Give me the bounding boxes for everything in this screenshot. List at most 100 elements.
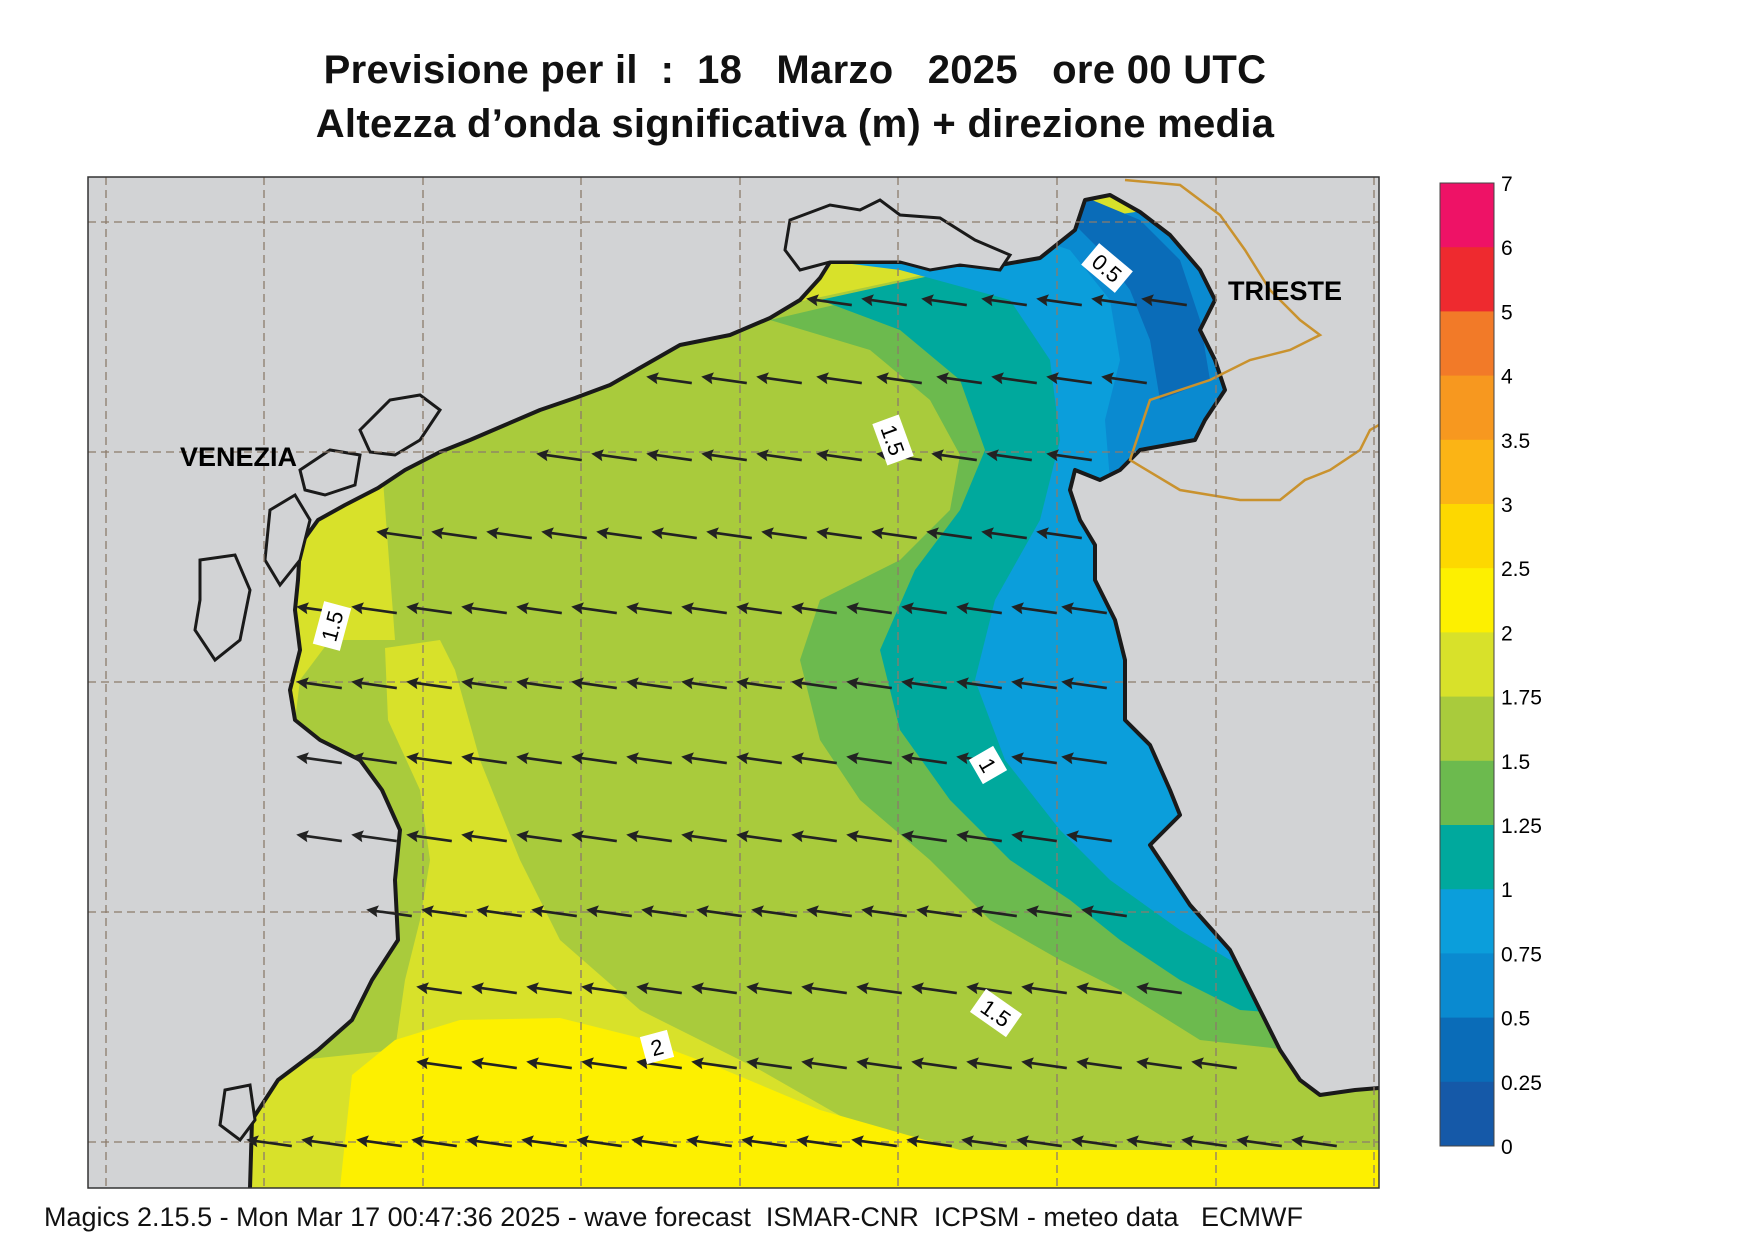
wave-arrow	[1061, 677, 1107, 690]
wave-arrow	[581, 1057, 627, 1070]
wave-arrow	[1011, 677, 1057, 690]
legend-swatch	[1440, 1081, 1494, 1147]
wave-arrow	[791, 677, 837, 690]
wave-arrow	[246, 1135, 292, 1148]
legend-level-label: 3	[1501, 494, 1513, 517]
wave-arrow	[921, 294, 967, 307]
wave-arrow	[406, 602, 452, 615]
wave-arrow	[1036, 294, 1082, 307]
wave-arrow	[411, 1135, 457, 1148]
legend-level-label: 0.5	[1501, 1008, 1530, 1031]
wave-arrow	[406, 752, 452, 765]
legend-level-label: 1.75	[1501, 687, 1542, 710]
wave-arrow	[626, 752, 672, 765]
legend-frame	[1439, 182, 1495, 1147]
wave-arrow	[901, 830, 947, 843]
wave-arrow	[746, 1057, 792, 1070]
wave-arrow	[701, 372, 747, 385]
wave-arrow	[1091, 294, 1137, 307]
band-0.25-0.5	[1075, 195, 1210, 400]
wave-arrow	[1076, 982, 1122, 995]
wave-arrow	[796, 1135, 842, 1148]
wave-arrow	[576, 1135, 622, 1148]
legend-swatch	[1440, 889, 1494, 954]
wave-arrow	[696, 905, 742, 918]
wave-arrow	[816, 372, 862, 385]
legend-level-label: 7	[1501, 173, 1513, 196]
wave-arrow	[571, 752, 617, 765]
wave-arrow	[651, 527, 697, 540]
wave-arrow	[936, 372, 982, 385]
legend-level-label: 6	[1501, 237, 1513, 260]
wave-arrow	[351, 602, 397, 615]
wave-arrow	[846, 602, 892, 615]
wave-arrow	[431, 527, 477, 540]
band-2-2.5	[340, 1018, 1379, 1188]
wave-arrow	[521, 1135, 567, 1148]
wave-arrow	[1071, 1135, 1117, 1148]
wave-arrow	[706, 527, 752, 540]
wave-arrow	[591, 449, 637, 462]
legend-level-label: 4	[1501, 366, 1513, 389]
wave-arrow	[791, 830, 837, 843]
wave-arrow	[646, 449, 692, 462]
wave-arrow	[641, 905, 687, 918]
wave-arrow	[1066, 830, 1112, 843]
wave-arrow	[351, 830, 397, 843]
wave-arrow	[1011, 752, 1057, 765]
wave-arrow	[926, 527, 972, 540]
wave-arrow	[911, 982, 957, 995]
wave-arrow	[516, 677, 562, 690]
wave-arrow	[406, 677, 452, 690]
legend-swatch	[1440, 568, 1494, 633]
wave-arrow	[416, 982, 462, 995]
legend-level-label: 0.75	[1501, 943, 1542, 966]
wave-arrow	[1011, 602, 1057, 615]
wave-arrow	[571, 602, 617, 615]
wave-arrow	[906, 1135, 952, 1148]
legend-swatch	[1440, 696, 1494, 762]
wave-arrow	[916, 905, 962, 918]
wave-arrow	[801, 982, 847, 995]
wave-arrow	[791, 602, 837, 615]
wave-arrow	[1081, 905, 1127, 918]
wave-arrow	[991, 372, 1037, 385]
contour-label-1: 1	[968, 745, 1008, 785]
wave-arrow	[931, 449, 977, 462]
wave-arrow	[296, 677, 342, 690]
wave-arrow	[956, 677, 1002, 690]
wave-arrow	[966, 982, 1012, 995]
wave-arrow	[901, 602, 947, 615]
wave-arrow	[736, 752, 782, 765]
wave-arrow	[741, 1135, 787, 1148]
wave-arrow	[956, 602, 1002, 615]
wave-arrow	[646, 372, 692, 385]
legend-swatch	[1440, 311, 1494, 377]
wave-arrow	[526, 1057, 572, 1070]
wave-arrow	[1191, 1057, 1237, 1070]
wave-arrow	[636, 982, 682, 995]
wave-arrow	[421, 905, 467, 918]
legend-level-label: 2.5	[1501, 558, 1530, 581]
wave-arrow	[351, 677, 397, 690]
wave-arrow	[956, 830, 1002, 843]
forecast-subtitle: Altezza d’onda significativa (m) + direz…	[315, 102, 1275, 146]
city-label-venezia: VENEZIA	[180, 442, 297, 472]
legend-level-label: 1.5	[1501, 751, 1530, 774]
wave-arrow	[531, 905, 577, 918]
wave-arrow	[1046, 449, 1092, 462]
wave-arrow	[631, 1135, 677, 1148]
wave-arrow	[366, 905, 412, 918]
national-border	[1124, 178, 1379, 502]
wave-arrow	[1036, 527, 1082, 540]
wave-arrow	[846, 830, 892, 843]
wave-arrow	[701, 449, 747, 462]
wave-arrow	[901, 677, 947, 690]
wave-arrow	[681, 677, 727, 690]
wave-arrow	[981, 294, 1027, 307]
wave-arrow	[541, 527, 587, 540]
wave-arrow	[626, 602, 672, 615]
wave-arrow	[1101, 372, 1147, 385]
wave-arrow	[691, 982, 737, 995]
